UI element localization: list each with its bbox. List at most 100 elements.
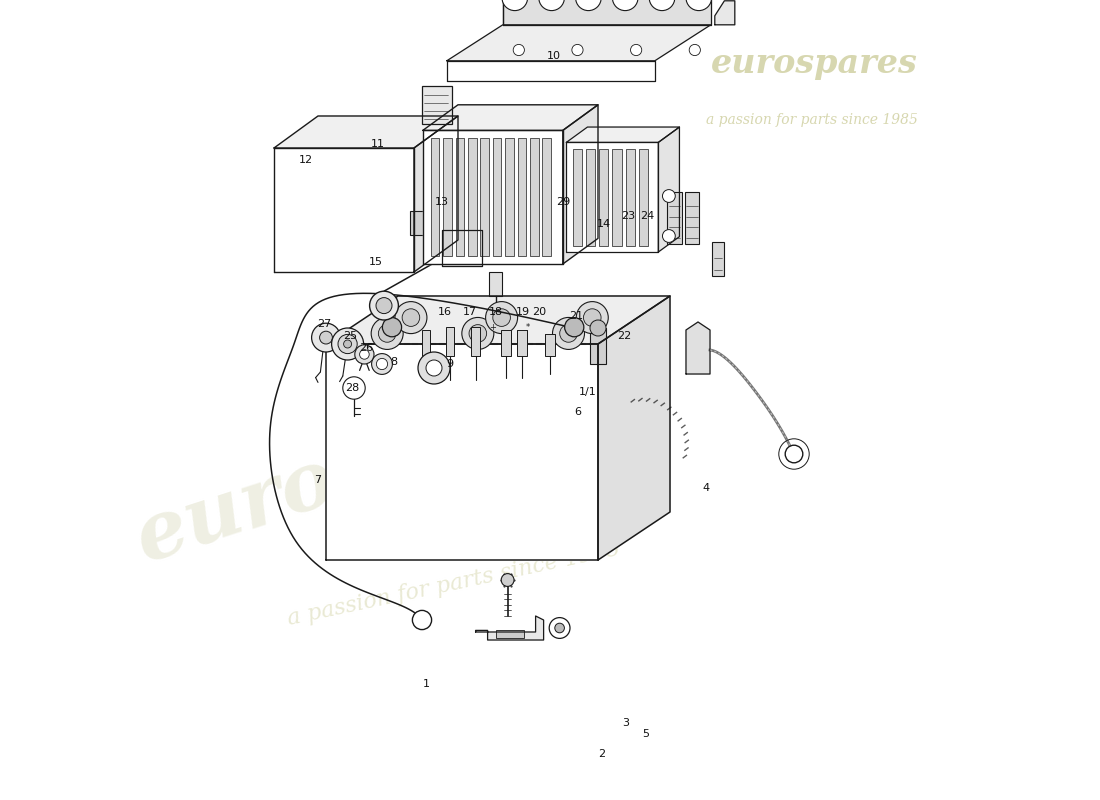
Text: 3: 3 [623, 718, 629, 728]
Polygon shape [274, 148, 414, 272]
Circle shape [376, 358, 387, 370]
Text: 29: 29 [556, 197, 570, 206]
Text: 11: 11 [371, 139, 385, 149]
Bar [613, 149, 621, 246]
Bar [468, 138, 476, 256]
Polygon shape [442, 230, 483, 266]
Polygon shape [326, 344, 598, 560]
Text: 4: 4 [703, 483, 710, 493]
Circle shape [371, 318, 404, 350]
Bar [542, 138, 551, 256]
Circle shape [572, 44, 583, 55]
Text: 12: 12 [299, 155, 314, 165]
Polygon shape [447, 61, 654, 81]
Circle shape [514, 44, 525, 55]
Bar [471, 327, 481, 356]
Circle shape [576, 302, 608, 334]
Circle shape [343, 340, 352, 348]
Circle shape [372, 354, 393, 374]
Bar [546, 334, 554, 356]
Polygon shape [422, 130, 563, 264]
Bar [712, 242, 724, 276]
Bar [626, 149, 635, 246]
Polygon shape [503, 0, 711, 25]
Circle shape [649, 0, 674, 10]
Bar [684, 192, 700, 244]
Text: 15: 15 [368, 257, 383, 266]
Bar [518, 138, 526, 256]
Circle shape [370, 291, 398, 320]
Polygon shape [598, 296, 670, 560]
Polygon shape [686, 322, 710, 374]
Circle shape [426, 360, 442, 376]
Polygon shape [274, 116, 458, 148]
Circle shape [552, 318, 584, 350]
Text: 22: 22 [617, 331, 631, 341]
Text: 17: 17 [463, 307, 477, 317]
Circle shape [412, 610, 431, 630]
Text: 27: 27 [317, 319, 331, 329]
Circle shape [485, 302, 518, 334]
Circle shape [785, 445, 803, 462]
Text: 8: 8 [390, 357, 397, 366]
Text: 20: 20 [532, 307, 547, 317]
Bar [600, 149, 608, 246]
Text: 24: 24 [640, 211, 654, 221]
Text: 21: 21 [570, 311, 583, 321]
Circle shape [662, 190, 675, 202]
Bar [505, 138, 514, 256]
Circle shape [575, 0, 602, 10]
Text: eurospares: eurospares [712, 47, 918, 81]
Text: 23: 23 [621, 211, 636, 221]
Text: 16: 16 [438, 307, 451, 317]
Circle shape [360, 350, 370, 359]
Circle shape [355, 345, 374, 364]
Text: +: + [490, 322, 496, 332]
Text: 6: 6 [574, 407, 582, 417]
Bar [422, 330, 430, 356]
Text: *: * [526, 322, 530, 332]
Polygon shape [563, 105, 598, 264]
Polygon shape [715, 1, 735, 25]
Text: 26: 26 [359, 343, 373, 353]
Text: eurospares: eurospares [125, 350, 623, 578]
Bar [422, 86, 452, 124]
Bar [410, 210, 426, 235]
Text: 1: 1 [422, 679, 429, 689]
Bar [639, 149, 648, 246]
Text: 5: 5 [642, 730, 649, 739]
Bar [590, 328, 606, 364]
Bar [573, 149, 582, 246]
Text: 13: 13 [434, 197, 449, 206]
Bar [493, 138, 502, 256]
Text: 9: 9 [447, 359, 453, 369]
Bar [490, 272, 502, 296]
Circle shape [378, 325, 396, 342]
Circle shape [493, 309, 510, 326]
Bar [481, 138, 490, 256]
Text: 19: 19 [516, 307, 530, 317]
Polygon shape [414, 116, 458, 272]
Bar [431, 138, 440, 256]
Bar [427, 176, 478, 210]
Circle shape [630, 44, 641, 55]
Bar [443, 138, 452, 256]
Circle shape [462, 318, 494, 350]
Circle shape [590, 320, 606, 336]
Circle shape [686, 0, 712, 10]
Circle shape [311, 323, 340, 352]
Circle shape [560, 325, 578, 342]
Text: 10: 10 [547, 51, 561, 61]
Polygon shape [326, 296, 670, 344]
Bar [496, 630, 524, 638]
Polygon shape [566, 127, 680, 142]
Text: 2: 2 [598, 749, 606, 758]
Bar [502, 330, 510, 356]
Circle shape [395, 302, 427, 334]
Circle shape [320, 331, 332, 344]
Text: a passion for parts since 1985: a passion for parts since 1985 [286, 538, 623, 630]
Circle shape [554, 623, 564, 633]
Circle shape [418, 352, 450, 384]
Circle shape [502, 574, 514, 586]
Circle shape [376, 298, 392, 314]
